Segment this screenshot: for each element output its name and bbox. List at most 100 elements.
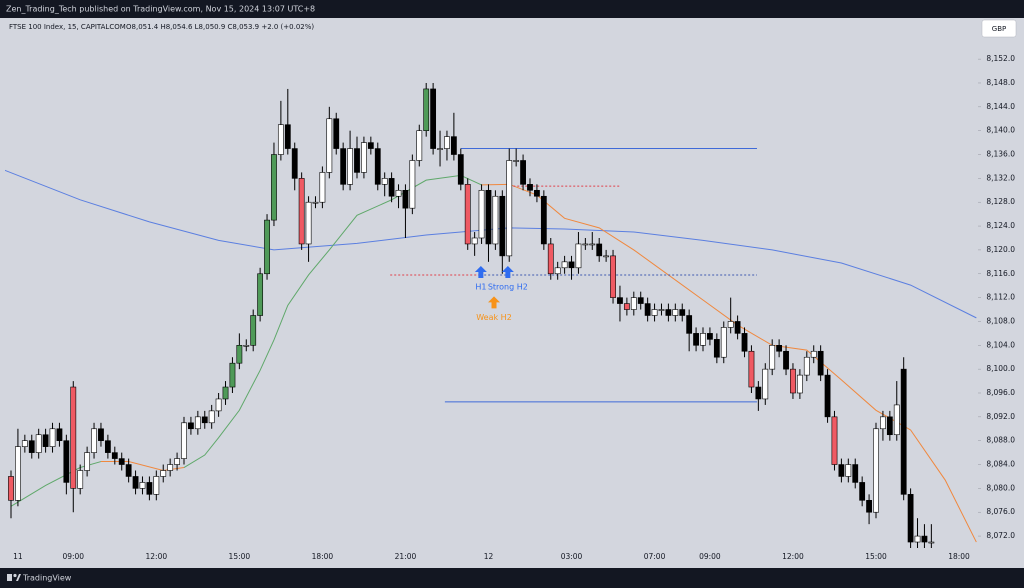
- candle-body: [700, 333, 706, 346]
- x-tick-label: 15:00: [865, 552, 887, 561]
- candle-body: [305, 201, 312, 245]
- candle-body: [284, 124, 291, 149]
- y-tick-label: 8,124.0: [986, 221, 1015, 230]
- candle-body: [160, 470, 167, 477]
- candle-body: [866, 500, 872, 513]
- candle-body: [686, 315, 693, 334]
- moving-average: [10, 174, 482, 507]
- candle-body: [596, 243, 603, 257]
- candle-body: [610, 255, 616, 298]
- candle-body: [845, 464, 852, 477]
- candle-body: [561, 261, 568, 269]
- candle-body: [450, 136, 457, 155]
- candle-body: [319, 172, 326, 203]
- candle-body: [748, 350, 755, 388]
- annotation-arrow: [501, 266, 514, 279]
- x-tick-label: 12: [484, 552, 494, 561]
- candle-body: [921, 535, 928, 543]
- candle-body: [617, 297, 623, 304]
- y-tick-label: 8,108.0: [986, 316, 1015, 325]
- candle-body: [63, 440, 70, 483]
- candle-body: [762, 368, 769, 400]
- candle-body: [707, 333, 713, 340]
- candle-body: [471, 237, 478, 245]
- candle-body: [499, 195, 506, 257]
- candle-body: [139, 482, 146, 489]
- x-tick-label: 15:00: [229, 552, 251, 561]
- x-tick-label: 12:00: [782, 552, 804, 561]
- candle-body: [520, 160, 526, 185]
- candle-body: [430, 88, 437, 149]
- candle-body: [56, 428, 63, 441]
- candle-body: [208, 410, 215, 424]
- candle-body: [720, 327, 727, 358]
- y-tick-label: 8,092.0: [986, 412, 1015, 421]
- candle-body: [111, 452, 118, 459]
- candle-body: [229, 362, 236, 388]
- candle-body: [201, 416, 208, 424]
- candle-body: [409, 160, 416, 209]
- annotation-arrow: [474, 266, 487, 279]
- y-tick-label: 8,104.0: [986, 340, 1015, 349]
- candle-body: [637, 297, 644, 304]
- y-tick-label: 8,084.0: [986, 460, 1015, 469]
- annotation-arrow: [488, 296, 501, 309]
- candle-body: [547, 243, 554, 275]
- candle-body: [15, 446, 21, 501]
- x-tick-label: 09:00: [62, 552, 84, 561]
- candle-body: [582, 243, 589, 246]
- candle-body: [84, 452, 91, 471]
- annotation-label: Strong H2: [488, 283, 528, 292]
- axes: 8,072.0 8,076.0 8,080.0 8,084.0 8,088.0 8,092…: [13, 54, 1015, 561]
- candle-body: [679, 309, 686, 316]
- candle-body: [340, 148, 347, 185]
- candle-body: [361, 142, 367, 173]
- candle-body: [852, 464, 859, 483]
- candle-body: [630, 297, 637, 310]
- candle-body: [70, 386, 77, 489]
- candle-body: [665, 309, 672, 316]
- candle-body: [485, 189, 492, 245]
- candle-body: [914, 535, 921, 543]
- candle-body: [831, 416, 838, 465]
- x-tick-label: 12:00: [146, 552, 168, 561]
- candle-body: [713, 339, 720, 358]
- candle-body: [734, 321, 741, 334]
- candle-body: [174, 458, 180, 465]
- candle-body: [104, 440, 111, 453]
- candle-body: [21, 440, 28, 447]
- x-tick-label: 21:00: [395, 552, 417, 561]
- candle-body: [271, 154, 277, 221]
- candle-body: [603, 255, 610, 258]
- candle-body: [464, 184, 471, 245]
- y-tick-label: 8,096.0: [986, 388, 1015, 397]
- candle-body: [326, 118, 333, 173]
- candle-body: [153, 476, 160, 495]
- y-tick-label: 8,072.0: [986, 531, 1015, 540]
- y-tick-label: 8,144.0: [986, 102, 1015, 111]
- annotation-label: H1: [475, 283, 486, 292]
- y-tick-label: 8,136.0: [986, 150, 1015, 159]
- candle-body: [783, 350, 789, 370]
- candle-body: [354, 148, 360, 173]
- candle-body: [8, 476, 14, 501]
- candle-body: [810, 350, 817, 358]
- candle-body: [769, 345, 776, 370]
- y-tick-label: 8,112.0: [986, 293, 1015, 302]
- candle-body: [790, 368, 796, 394]
- candle-body: [900, 368, 907, 495]
- candle-body: [554, 267, 561, 275]
- currency-box: [981, 19, 1017, 38]
- y-tick-label: 8,076.0: [986, 507, 1015, 516]
- candle-body: [672, 309, 679, 316]
- candle-body: [568, 261, 575, 269]
- y-tick-label: 8,148.0: [986, 78, 1015, 87]
- x-tick-label: 18:00: [948, 552, 970, 561]
- candle-body: [125, 464, 132, 477]
- candle-body: [243, 345, 250, 347]
- y-tick-label: 8,128.0: [986, 197, 1015, 206]
- candle-body: [644, 303, 651, 316]
- candle-body: [188, 422, 194, 430]
- candle-body: [132, 476, 139, 489]
